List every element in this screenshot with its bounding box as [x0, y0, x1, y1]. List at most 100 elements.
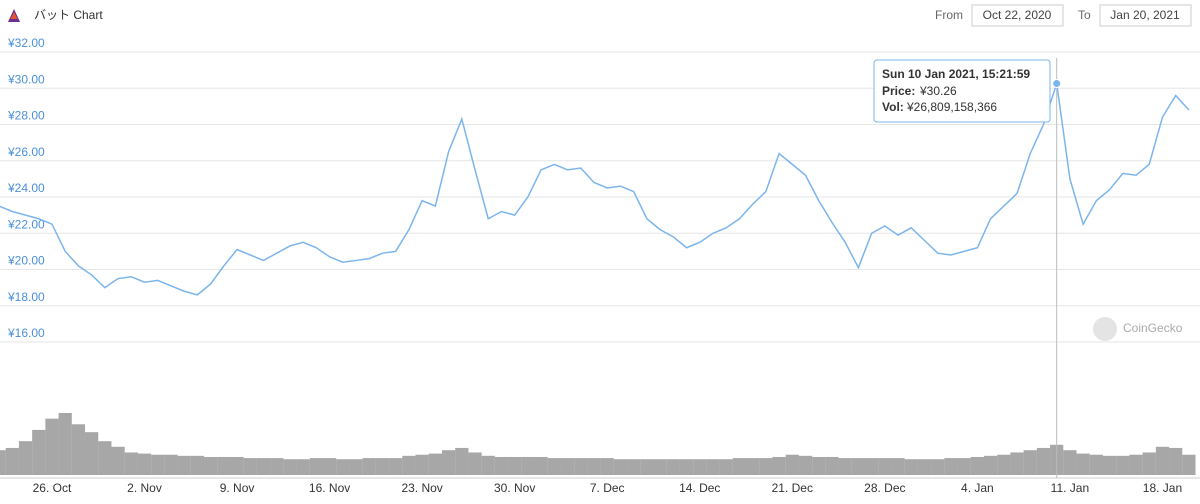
volume-bar [1169, 447, 1183, 475]
volume-bar [772, 456, 786, 475]
volume-bar [441, 450, 456, 475]
volume-bar [944, 458, 958, 475]
volume-bar [838, 458, 852, 475]
volume-bar [415, 454, 429, 475]
volume-bar [560, 458, 575, 475]
volume-bar [18, 441, 33, 475]
x-tick-label: 4. Jan [961, 481, 994, 495]
volume-bar [322, 458, 337, 475]
volume-bar [1142, 452, 1156, 475]
x-tick-label: 14. Dec [679, 481, 720, 495]
volume-bar [1102, 455, 1117, 475]
volume-bar [917, 459, 932, 475]
volume-bar [124, 452, 138, 475]
volume-bar [283, 459, 297, 475]
to-input[interactable] [1099, 4, 1192, 27]
volume-bar [349, 459, 363, 475]
from-label: From [935, 8, 963, 22]
to-date[interactable]: Jan 20, 2021 [1110, 8, 1180, 22]
volume-bar [455, 447, 469, 475]
volume-bar [428, 453, 442, 475]
x-tick-label: 18. Jan [1143, 481, 1182, 495]
volume-bar [785, 454, 799, 475]
logo [8, 9, 20, 22]
y-tick-label: ¥26.00 [7, 145, 45, 159]
volume-bar [375, 458, 390, 475]
x-tick-label: 26. Oct [33, 481, 72, 495]
volume-bar [190, 455, 205, 475]
chart-title: バット Chart [34, 8, 103, 22]
y-tick-label: ¥20.00 [7, 254, 45, 268]
y-tick-label: ¥32.00 [7, 36, 45, 50]
tooltip-title: Sun 10 Jan 2021, 15:21:59 [882, 67, 1030, 81]
tooltip-price: ¥30.26 [919, 84, 957, 98]
volume-bar [243, 458, 257, 475]
volume-bar [389, 458, 403, 475]
volume-bar [812, 456, 826, 475]
x-tick-label: 28. Dec [864, 481, 905, 495]
x-tick-label: 21. Dec [772, 481, 813, 495]
volume-bar [970, 456, 984, 475]
x-tick-label: 23. Nov [401, 481, 442, 495]
from-date[interactable]: Oct 22, 2020 [983, 8, 1052, 22]
tooltip-price-label: Price: [882, 84, 915, 98]
volume-bar [1063, 450, 1077, 475]
tooltip-vol-label: Vol: [882, 100, 904, 114]
x-tick-label: 30. Nov [494, 481, 535, 495]
volume-bar [1076, 453, 1090, 475]
y-tick-label: ¥24.00 [7, 181, 45, 195]
volume-bar [851, 458, 866, 475]
volume-bar [270, 458, 284, 475]
volume-bar [1182, 454, 1196, 475]
volume-bar [746, 458, 760, 475]
volume-bar [1010, 452, 1024, 475]
volume-bar [204, 456, 218, 475]
volume-bar [98, 441, 112, 475]
y-tick-label: ¥22.00 [7, 217, 45, 231]
y-tick-label: ¥16.00 [7, 326, 45, 340]
volume-bar [111, 446, 125, 475]
volume-bar [732, 458, 747, 475]
volume-bar [45, 418, 59, 475]
volume-bar [230, 456, 244, 475]
volume-bar [494, 456, 509, 475]
volume-bar [891, 458, 905, 475]
volume-bar [1116, 455, 1130, 475]
volume-bar [587, 458, 601, 475]
volume-bar [931, 459, 945, 475]
volume-bar [904, 459, 918, 475]
from-input[interactable] [971, 4, 1064, 27]
volume-bar [1089, 454, 1103, 475]
volume-bar [627, 459, 641, 475]
x-tick-label: 2. Nov [127, 481, 162, 495]
volume-bar [613, 459, 628, 475]
volume-bar [71, 424, 86, 475]
volume-bar [58, 413, 72, 475]
volume-bar [574, 458, 588, 475]
volume-bar [719, 459, 733, 475]
volume-bar [1129, 454, 1143, 475]
volume-bar [1036, 447, 1051, 475]
volume-bar [468, 452, 482, 475]
y-tick-label: ¥18.00 [7, 290, 45, 304]
volume-bar [957, 458, 971, 475]
volume-bar [0, 450, 6, 475]
price-line [0, 83, 1190, 296]
volume-bar [1155, 446, 1170, 475]
volume-bar [137, 453, 152, 475]
volume-bar [547, 458, 561, 475]
watermark: CoinGecko [1093, 317, 1183, 341]
volume-bar [164, 454, 178, 475]
x-tick-label: 7. Dec [590, 481, 625, 495]
volume-bar [508, 456, 522, 475]
x-tick-label: 9. Nov [220, 481, 255, 495]
volume-bar [534, 456, 548, 475]
volume-bar [256, 458, 271, 475]
volume-bar [402, 455, 416, 475]
tooltip: Sun 10 Jan 2021, 15:21:59 Price: ¥30.26 Vol… [873, 59, 1051, 123]
volume-bar [1023, 450, 1037, 475]
hover-marker [1052, 79, 1062, 89]
